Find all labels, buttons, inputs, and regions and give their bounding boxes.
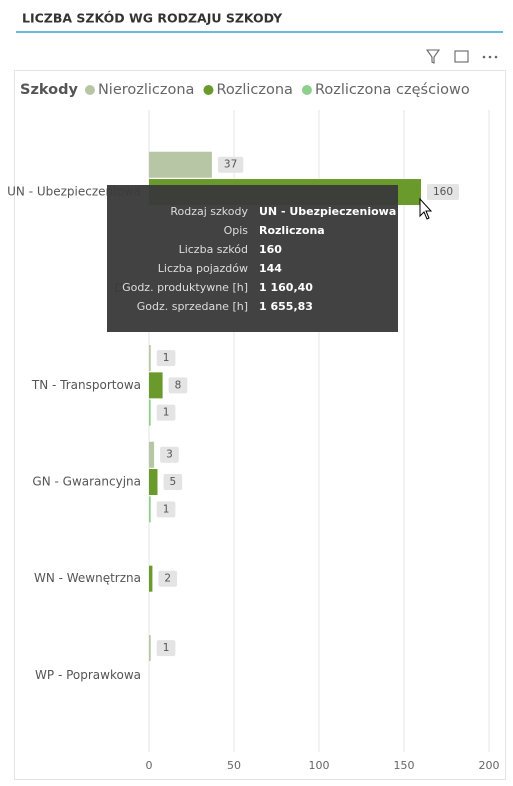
- data-label-box: [158, 570, 178, 587]
- chart-title: LICZBA SZKÓD WG RODZAJU SZKODY: [22, 11, 283, 26]
- bar: [149, 496, 151, 523]
- data-label: 8: [175, 379, 182, 391]
- legend-label: Rozliczona: [216, 82, 293, 98]
- legend-label: Rozliczona częściowo: [315, 82, 470, 98]
- data-label-box: [168, 377, 188, 394]
- y-tick-label: GN - Gwarancyjna: [32, 475, 141, 489]
- data-label-box: [427, 184, 460, 201]
- visual-border: [14, 70, 506, 780]
- legend-marker: [203, 85, 214, 95]
- data-label: 37: [224, 159, 237, 171]
- legend-label: Nierozliczona: [98, 82, 195, 98]
- bar: [149, 565, 153, 592]
- data-label: 1: [163, 503, 170, 515]
- data-label: 160: [433, 186, 453, 198]
- legend-marker: [301, 85, 312, 95]
- tooltip-label: Godz. sprzedane [h]: [137, 300, 248, 313]
- toolbar: [425, 49, 498, 64]
- tooltip-label: Opis: [224, 224, 249, 237]
- tooltip-box: [107, 185, 398, 332]
- tooltip-label: Liczba szkód: [179, 243, 248, 256]
- tooltip-label: Liczba pojazdów: [158, 262, 248, 275]
- y-tick-label: WP - Poprawkowa: [35, 668, 141, 682]
- tooltip-label: Rodzaj szkody: [170, 205, 248, 218]
- x-tick-label: 150: [394, 759, 415, 772]
- bar: [149, 469, 158, 496]
- data-label: 3: [166, 449, 173, 461]
- data-label-box: [217, 156, 244, 173]
- more-icon[interactable]: [482, 55, 498, 59]
- y-tick-label: TN - Transportowa: [31, 378, 141, 392]
- data-label-box: [156, 501, 176, 518]
- data-label: 5: [170, 476, 177, 488]
- data-label-box: [163, 474, 183, 491]
- tooltip-value: 1 160,40: [259, 281, 313, 294]
- x-tick-label: 50: [227, 759, 241, 772]
- filter-icon[interactable]: [425, 49, 441, 64]
- tooltip-value: 160: [259, 243, 282, 256]
- data-label: 1: [163, 642, 170, 654]
- bar: [149, 151, 212, 178]
- focus-icon[interactable]: [454, 50, 469, 63]
- bar: [149, 441, 155, 468]
- data-label-box: [156, 404, 176, 421]
- tooltip-value: Rozliczona: [259, 224, 325, 237]
- x-tick-label: 0: [146, 759, 153, 772]
- bar: [149, 372, 163, 399]
- cursor: [419, 197, 433, 220]
- y-tick-label: WN - Wewnętrzna: [34, 571, 141, 585]
- data-label-box: [156, 640, 176, 657]
- tooltip-value: UN - Ubezpieczeniowa: [259, 205, 396, 218]
- tooltip-label: Godz. produktywne [h]: [122, 281, 248, 294]
- legend-title: Szkody: [20, 82, 78, 98]
- data-label-box: [156, 350, 176, 367]
- legend-marker: [84, 85, 95, 95]
- bar: [149, 635, 151, 662]
- x-tick-label: 100: [309, 759, 330, 772]
- x-tick-label: 200: [479, 759, 500, 772]
- tooltip: Rodzaj szkody UN - Ubezpieczeniowa Opis Roz…: [107, 185, 398, 332]
- data-label: 1: [163, 352, 170, 364]
- tooltip-value: 144: [259, 262, 282, 275]
- bar: [149, 399, 151, 426]
- tooltip-value: 1 655,83: [259, 300, 313, 313]
- bar: [149, 345, 151, 372]
- data-label: 2: [164, 573, 171, 585]
- data-label: 1: [163, 407, 170, 419]
- data-label-box: [160, 446, 179, 463]
